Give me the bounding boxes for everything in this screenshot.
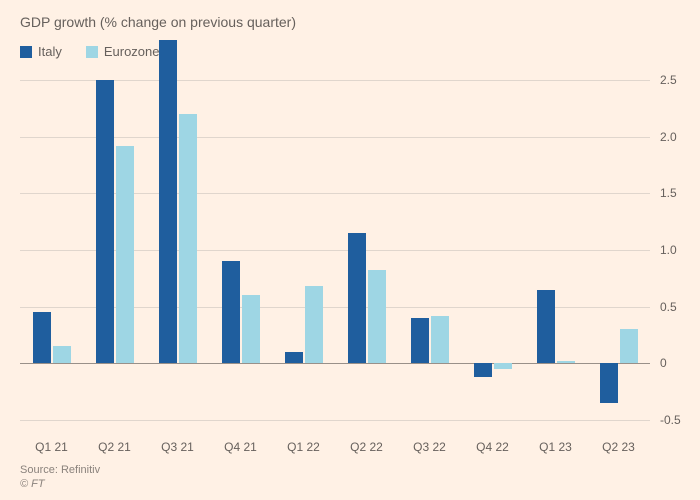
x-axis-label: Q3 22: [413, 440, 446, 454]
bar: [474, 363, 492, 377]
x-axis-label: Q1 23: [539, 440, 572, 454]
chart-footer: Source: Refinitiv © FT: [20, 464, 100, 490]
bar: [116, 146, 134, 364]
y-axis-label: 0: [660, 356, 667, 370]
y-axis-label: 0.5: [660, 300, 677, 314]
bar: [411, 318, 429, 363]
x-axis-label: Q4 21: [224, 440, 257, 454]
bar: [494, 363, 512, 369]
bar: [96, 80, 114, 363]
bar: [431, 316, 449, 364]
bar: [620, 329, 638, 363]
bar: [222, 261, 240, 363]
y-axis-label: 1.5: [660, 186, 677, 200]
gridline: [20, 363, 650, 364]
gridline: [20, 193, 650, 194]
x-axis-label: Q1 22: [287, 440, 320, 454]
x-axis-label: Q1 21: [35, 440, 68, 454]
bar: [53, 346, 71, 363]
legend-label-italy: Italy: [38, 44, 62, 59]
bar: [33, 312, 51, 363]
legend-swatch-eurozone: [86, 46, 98, 58]
gridline: [20, 307, 650, 308]
chart-subtitle: GDP growth (% change on previous quarter…: [20, 14, 296, 30]
gridline: [20, 420, 650, 421]
bar: [285, 352, 303, 363]
x-axis-label: Q2 22: [350, 440, 383, 454]
bar: [159, 40, 177, 363]
gridline: [20, 250, 650, 251]
bar: [557, 361, 575, 363]
chart-container: GDP growth (% change on previous quarter…: [0, 0, 700, 500]
bar: [179, 114, 197, 363]
legend: Italy Eurozone: [20, 44, 160, 59]
x-axis-label: Q3 21: [161, 440, 194, 454]
bar: [537, 290, 555, 364]
y-axis-label: 1.0: [660, 243, 677, 257]
y-axis-label: 2.0: [660, 130, 677, 144]
bar: [600, 363, 618, 403]
gridline: [20, 80, 650, 81]
copyright-label: © FT: [20, 478, 100, 490]
bar: [305, 286, 323, 363]
plot-area: -0.500.51.01.52.02.5Q1 21Q2 21Q3 21Q4 21…: [20, 80, 650, 420]
bar: [348, 233, 366, 363]
y-axis-label: -0.5: [660, 413, 681, 427]
legend-label-eurozone: Eurozone: [104, 44, 160, 59]
x-axis-label: Q2 23: [602, 440, 635, 454]
bar: [368, 270, 386, 363]
x-axis-label: Q4 22: [476, 440, 509, 454]
bar: [242, 295, 260, 363]
y-axis-label: 2.5: [660, 73, 677, 87]
gridline: [20, 137, 650, 138]
source-label: Source: Refinitiv: [20, 464, 100, 476]
legend-swatch-italy: [20, 46, 32, 58]
legend-item-italy: Italy: [20, 44, 62, 59]
x-axis-label: Q2 21: [98, 440, 131, 454]
legend-item-eurozone: Eurozone: [86, 44, 160, 59]
